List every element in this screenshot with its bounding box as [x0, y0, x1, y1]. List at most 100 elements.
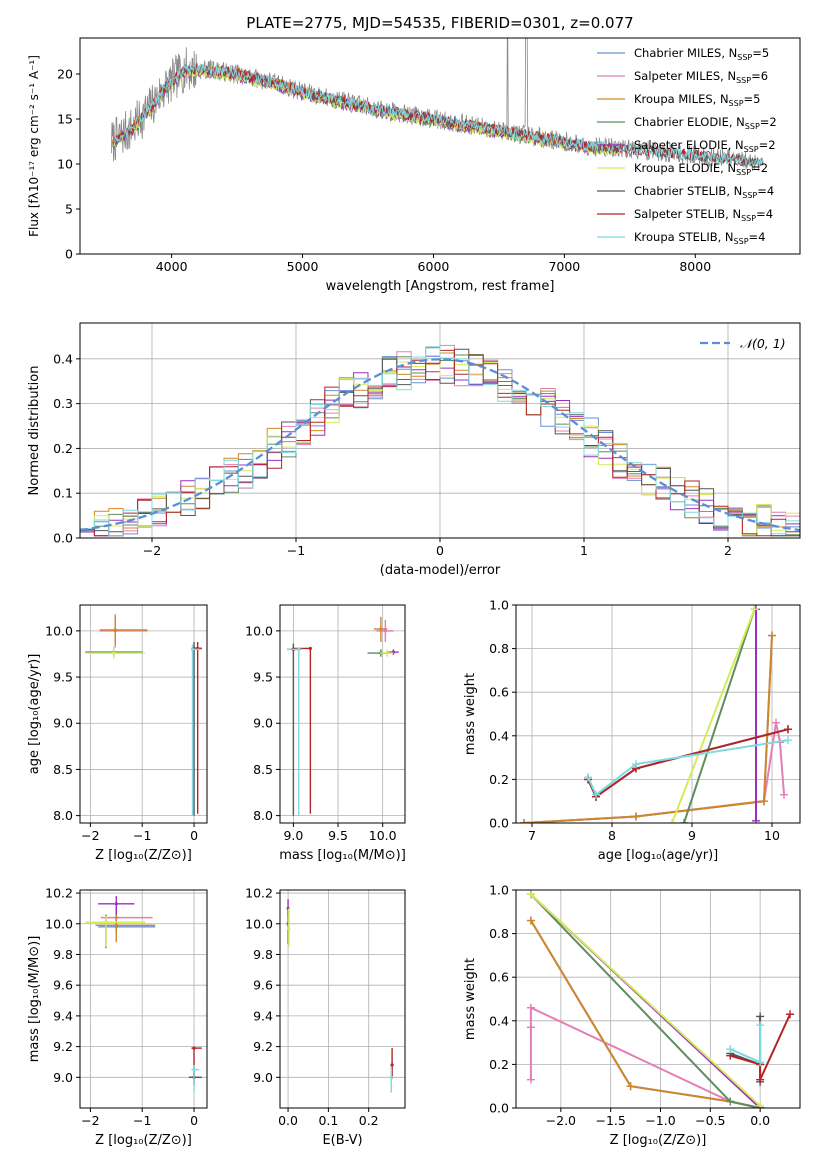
y-tick-label: 8.5 [53, 762, 73, 777]
legend-label-chabrier-miles: Chabrier MILES, NSSP=5 [634, 46, 769, 62]
point-salpeter-elodie [114, 902, 118, 906]
y-tick-label: 8.5 [253, 762, 273, 777]
errorbar-kroupa-elodie [85, 916, 145, 947]
x-tick-label: 9.0 [283, 828, 303, 843]
plot-area [111, 38, 764, 172]
y-tick-label: 10 [57, 157, 73, 172]
errorbar-kroupa-miles [95, 908, 156, 943]
marker-kroupa-miles [626, 1082, 635, 1091]
errorbar-kroupa-elodie [287, 908, 291, 947]
x-tick-label: −2 [81, 1113, 99, 1128]
y-tick-label: 10.2 [245, 886, 273, 901]
y-tick-label: 10.2 [45, 886, 73, 901]
marker-salpeter-miles [772, 718, 780, 727]
marker-kroupa-elodie [750, 605, 759, 614]
y-tick-label: 0.2 [53, 441, 73, 456]
y-tick-label: 0.4 [53, 351, 73, 366]
y-tick-label: 9.6 [253, 978, 273, 993]
y-tick-label: 10.0 [45, 916, 73, 931]
y-tick-label: 0.8 [489, 641, 509, 656]
series-chabrier-elodie [683, 609, 756, 823]
y-axis-label: Normed distribution [27, 366, 42, 496]
marker-kroupa-stelib [632, 760, 640, 769]
series-kroupa-miles [523, 635, 773, 823]
point-kroupa-miles [379, 627, 383, 631]
marker-kroupa-miles [760, 797, 768, 806]
y-tick-label: 0.0 [489, 1101, 509, 1116]
x-tick-label: −1 [287, 543, 305, 558]
y-axis-label: mass weight [463, 958, 478, 1040]
x-axis-label: (data-model)/error [380, 563, 501, 578]
errorbar-kroupa-elodie [86, 646, 145, 659]
series-kroupa-elodie [530, 893, 761, 1107]
series-chabrier-miles [523, 635, 773, 823]
x-axis-label: mass [log₁₀(M/M⊙)] [279, 848, 406, 863]
errorbar-salpeter-elodie [387, 649, 399, 655]
plot-area [287, 617, 399, 816]
x-axis-label: Z [log₁₀(Z/Z⊙)] [95, 848, 192, 863]
point-kroupa-elodie [385, 651, 389, 655]
errorbar-kroupa-elodie [380, 649, 394, 657]
x-axis-label: age [log₁₀(age/yr)] [598, 848, 719, 863]
y-axis-label: age [log₁₀(age/yr)] [27, 654, 42, 775]
x-tick-label: 10.0 [369, 828, 397, 843]
plot-area [520, 605, 792, 823]
x-tick-label: −1.0 [645, 1113, 675, 1128]
residuals-panel: −2 −1 0 1 2 0.0 0.1 0.2 0.3 0.4 (data-model)/error… [27, 322, 801, 578]
y-tick-label: 10.0 [245, 623, 273, 638]
x-tick-label: −2 [81, 828, 99, 843]
x-tick-label: 5000 [287, 259, 319, 274]
marker-salpeter-miles [526, 1003, 535, 1012]
point-salpeter-miles [383, 629, 387, 633]
x-tick-label: −1.5 [595, 1113, 625, 1128]
marker-salpeter-elodie [752, 816, 760, 823]
histogram-kroupa-stelib [80, 346, 800, 537]
x-tick-label: 8000 [679, 259, 711, 274]
y-tick-label: 20 [57, 67, 73, 82]
point-kroupa-elodie [112, 651, 116, 655]
x-tick-label: 0.2 [359, 1113, 379, 1128]
marker-salpeter-miles [526, 1075, 535, 1084]
point-kroupa-miles [113, 628, 117, 632]
series-salpeter-stelib [729, 1013, 791, 1081]
y-axis-label: Flux [fλ10⁻¹⁷ erg cm⁻² s⁻¹ A⁻¹] [27, 55, 41, 237]
legend-label-normal: 𝒩(0, 1) [740, 336, 786, 351]
histogram-kroupa-elodie [80, 355, 800, 536]
errorbar-salpeter-stelib [291, 646, 312, 814]
y-tick-label: 9.5 [253, 670, 273, 685]
plot-area [80, 344, 800, 537]
y-tick-label: 9.8 [253, 947, 273, 962]
x-tick-label: 10 [764, 828, 780, 843]
legend-label-salpeter-elodie: Salpeter ELODIE, NSSP=2 [634, 138, 776, 154]
y-tick-label: 9.0 [253, 1070, 273, 1085]
x-tick-label: 4000 [156, 259, 188, 274]
errorbar-chabrier-stelib [188, 1068, 202, 1085]
y-tick-label: 1.0 [489, 598, 509, 613]
axes-frame [79, 604, 208, 824]
weight-vs-age-panel: 7 8 9 10 0.0 0.2 0.4 0.6 0.8 1.0 age [log₁₀(age/yr… [463, 598, 801, 863]
y-axis-label: mass weight [463, 673, 478, 755]
axes-frame [515, 604, 801, 824]
marker-kroupa-stelib [784, 736, 792, 745]
point-kroupa-stelib [389, 1075, 393, 1079]
marker-salpeter-stelib [784, 725, 792, 734]
plot-area [526, 890, 795, 1108]
point-salpeter-stelib [192, 1046, 196, 1050]
plot-area [85, 896, 202, 1093]
series-kroupa-stelib [587, 739, 789, 797]
histogram-chabrier-stelib [80, 348, 800, 537]
x-tick-label: 7 [528, 828, 536, 843]
marker-kroupa-elodie [756, 1101, 765, 1108]
point-kroupa-stelib [297, 647, 301, 651]
marker-kroupa-miles [520, 819, 528, 823]
point-kroupa-stelib [190, 647, 195, 651]
y-tick-label: 8.0 [253, 808, 273, 823]
y-tick-label: 0.4 [489, 1013, 509, 1028]
x-axis-label: Z [log₁₀(Z/Z⊙)] [610, 1133, 707, 1148]
age-vs-metallicity-panel: −2 −1 0 8.0 8.5 9.0 9.5 10.0 Z [log₁₀(Z/Z⊙)] age … [27, 604, 208, 863]
x-tick-label: 9 [688, 828, 696, 843]
plot-area [286, 899, 394, 1093]
legend-label-salpeter-miles: Salpeter MILES, NSSP=6 [634, 69, 768, 85]
axes-frame [515, 889, 801, 1109]
